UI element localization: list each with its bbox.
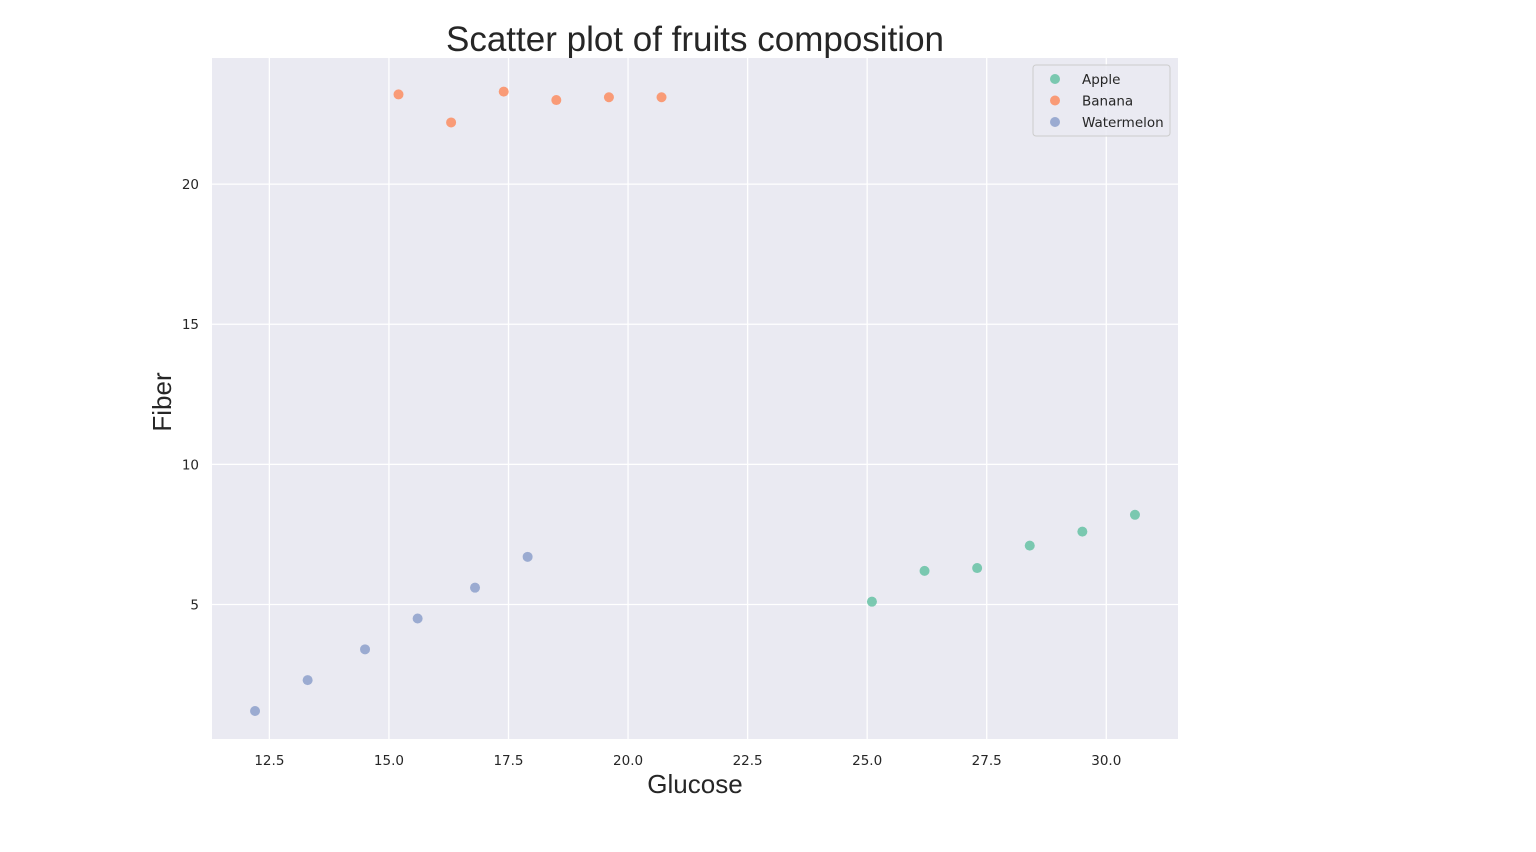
x-tick-label: 27.5 (972, 753, 1002, 769)
watermelon-point (412, 613, 423, 624)
watermelon-point (302, 675, 313, 686)
x-tick-label: 30.0 (1091, 753, 1121, 769)
apple-point (1024, 540, 1035, 551)
banana-point (551, 95, 562, 106)
chart-title: Scatter plot of fruits composition (446, 20, 944, 59)
legend-label-banana: Banana (1082, 94, 1133, 110)
apple-point (866, 596, 877, 607)
x-axis-label: Glucose (647, 769, 742, 799)
y-axis-label: Fiber (147, 372, 177, 432)
apple-point (919, 565, 930, 576)
banana-point (656, 92, 667, 103)
banana-point (446, 117, 457, 128)
y-tick-label: 15 (182, 317, 199, 333)
legend-label-watermelon: Watermelon (1082, 115, 1164, 131)
x-tick-label: 12.5 (254, 753, 284, 769)
legend-marker-watermelon (1050, 117, 1060, 127)
x-tick-label: 25.0 (852, 753, 882, 769)
y-tick-label: 20 (182, 177, 199, 193)
x-tick-label: 22.5 (733, 753, 763, 769)
plot-area (212, 58, 1178, 739)
apple-point (1077, 526, 1088, 537)
data-points (250, 86, 1140, 716)
banana-point (603, 92, 614, 103)
banana-point (498, 86, 509, 97)
grid-lines (212, 58, 1178, 739)
legend-marker-banana (1050, 95, 1060, 106)
banana-point (393, 89, 404, 100)
watermelon-point (250, 705, 261, 716)
y-tick-label: 10 (182, 457, 199, 473)
x-tick-label: 20.0 (613, 753, 643, 769)
legend-label-apple: Apple (1082, 72, 1120, 88)
y-tick-labels: 5 10 15 20 (182, 177, 199, 613)
y-tick-label: 5 (190, 597, 199, 613)
x-tick-label: 17.5 (493, 753, 523, 769)
apple-point (972, 563, 983, 574)
watermelon-point (360, 644, 371, 655)
legend-box (1032, 64, 1171, 137)
legend: Apple Banana Watermelon (1032, 64, 1171, 137)
watermelon-point (522, 551, 533, 562)
apple-point (1129, 509, 1140, 520)
x-tick-labels: 12.5 15.0 17.5 20.0 22.5 25.0 27.5 30.0 (254, 753, 1121, 769)
x-tick-label: 15.0 (374, 753, 404, 769)
legend-marker-apple (1050, 74, 1060, 84)
watermelon-point (470, 582, 481, 593)
